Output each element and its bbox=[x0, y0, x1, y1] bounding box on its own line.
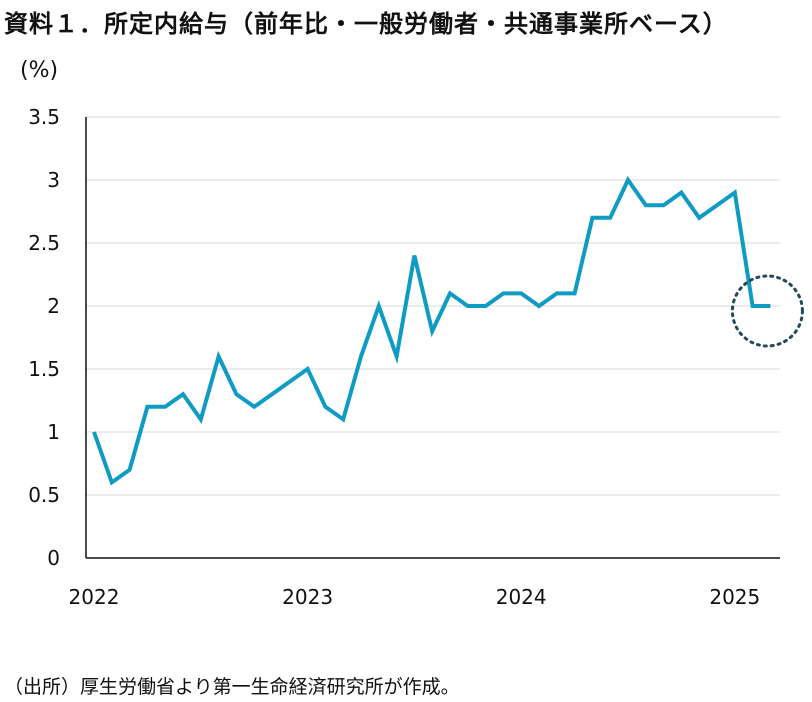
y-axis-unit-label: (%) bbox=[20, 58, 59, 83]
x-tick-label: 2023 bbox=[282, 585, 333, 609]
y-axis-ticks: 0 0.5 1 1.5 2 2.5 3 3.5 bbox=[28, 105, 60, 570]
x-tick-label: 2025 bbox=[709, 585, 760, 609]
data-points bbox=[92, 178, 772, 484]
series-group bbox=[92, 176, 771, 486]
annotation-group bbox=[730, 274, 804, 348]
y-tick-label: 1.5 bbox=[28, 357, 60, 381]
gridlines bbox=[86, 116, 780, 496]
y-tick-label: 0.5 bbox=[28, 483, 60, 507]
highlight-circle bbox=[730, 274, 804, 348]
y-tick-label: 3 bbox=[47, 168, 60, 192]
y-tick-label: 2.5 bbox=[28, 231, 60, 255]
y-tick-label: 3.5 bbox=[28, 105, 60, 129]
y-tick-label: 2 bbox=[47, 294, 60, 318]
x-tick-label: 2022 bbox=[69, 585, 120, 609]
chart-title: 資料１．所定内給与（前年比・一般労働者・共通事業所ベース） bbox=[4, 10, 728, 38]
series-line bbox=[92, 176, 771, 486]
y-tick-label: 1 bbox=[47, 420, 60, 444]
x-tick-label: 2024 bbox=[496, 585, 547, 609]
x-axis-ticks: 2022 2023 2024 2025 bbox=[69, 585, 761, 609]
source-note: （出所）厚生労働省より第一生命経済研究所が作成。 bbox=[4, 676, 460, 698]
y-tick-label: 0 bbox=[47, 546, 60, 570]
